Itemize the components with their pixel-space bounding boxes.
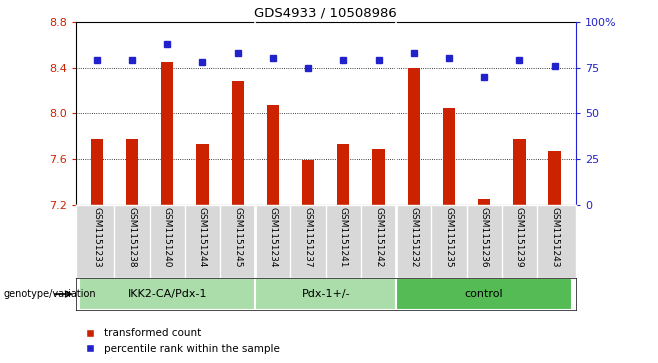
- Text: GSM1151238: GSM1151238: [128, 207, 136, 268]
- Title: GDS4933 / 10508986: GDS4933 / 10508986: [255, 6, 397, 19]
- Bar: [443, 108, 455, 205]
- Bar: [91, 139, 103, 205]
- Bar: [513, 139, 526, 205]
- Bar: [372, 149, 385, 205]
- Bar: [302, 160, 315, 205]
- Legend: transformed count, percentile rank within the sample: transformed count, percentile rank withi…: [81, 324, 284, 358]
- Bar: [407, 68, 420, 205]
- Text: GSM1151239: GSM1151239: [515, 207, 524, 268]
- Text: GSM1151240: GSM1151240: [163, 207, 172, 268]
- Bar: [396, 278, 572, 310]
- Bar: [478, 199, 490, 205]
- Text: GSM1151233: GSM1151233: [92, 207, 101, 268]
- Bar: [232, 81, 244, 205]
- Bar: [266, 105, 279, 205]
- Text: GSM1151242: GSM1151242: [374, 207, 383, 268]
- Text: GSM1151232: GSM1151232: [409, 207, 418, 268]
- Bar: [255, 278, 396, 310]
- Text: GSM1151235: GSM1151235: [444, 207, 453, 268]
- Text: GSM1151244: GSM1151244: [198, 207, 207, 268]
- Text: IKK2-CA/Pdx-1: IKK2-CA/Pdx-1: [128, 289, 207, 299]
- Text: control: control: [465, 289, 503, 299]
- Text: GSM1151234: GSM1151234: [268, 207, 278, 268]
- Text: genotype/variation: genotype/variation: [3, 289, 96, 299]
- Text: GSM1151243: GSM1151243: [550, 207, 559, 268]
- Text: GSM1151241: GSM1151241: [339, 207, 348, 268]
- Text: GSM1151245: GSM1151245: [233, 207, 242, 268]
- Bar: [549, 151, 561, 205]
- Bar: [337, 144, 349, 205]
- Text: Pdx-1+/-: Pdx-1+/-: [301, 289, 350, 299]
- Text: GSM1151237: GSM1151237: [303, 207, 313, 268]
- Bar: [126, 139, 138, 205]
- Bar: [161, 62, 174, 205]
- Text: GSM1151236: GSM1151236: [480, 207, 489, 268]
- Bar: [196, 144, 209, 205]
- Bar: [79, 278, 255, 310]
